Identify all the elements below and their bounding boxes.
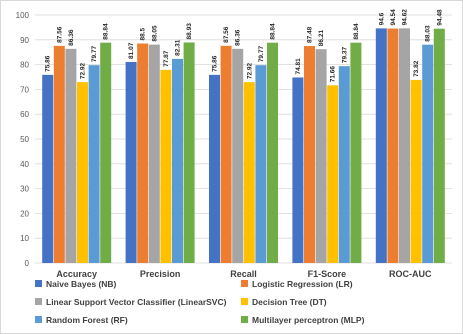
legend-label: Naive Bayes (NB): [46, 279, 117, 289]
legend-label: Logistic Regression (LR): [252, 279, 353, 289]
y-tick-label: 10: [20, 234, 29, 243]
legend-label: Multilayer perceptron (MLP): [252, 315, 365, 325]
data-label: 94.6: [378, 12, 385, 25]
bar: [209, 74, 220, 263]
bar: [267, 42, 278, 263]
y-tick-label: 20: [20, 209, 29, 218]
data-label: 94.54: [390, 9, 397, 26]
data-labels: 75.86 87.56 86.36 72.92 79.77 88.84 81.07 88.5 8…: [45, 9, 444, 83]
bar: [315, 49, 327, 263]
bar: [100, 42, 112, 263]
bar: [350, 42, 362, 263]
bar: [148, 44, 160, 263]
bar: [183, 42, 195, 263]
data-label: 71.66: [330, 66, 337, 83]
data-label: 86.36: [68, 29, 75, 46]
bar: [338, 66, 350, 263]
bar: [42, 74, 54, 263]
data-label: 77.87: [163, 50, 170, 67]
data-label: 81.07: [128, 42, 135, 59]
data-label: 88.93: [186, 23, 193, 40]
legend-swatch: [241, 280, 248, 287]
y-tick-label: 100: [16, 11, 30, 20]
bar: [160, 69, 172, 263]
data-label: 86.36: [235, 29, 242, 46]
legend-swatch: [35, 298, 42, 305]
bar: [255, 65, 267, 263]
data-label: 88.5: [140, 27, 147, 40]
bar: [433, 28, 445, 263]
bar: [53, 45, 65, 264]
legend-swatch: [35, 316, 42, 323]
data-label: 88.05: [151, 25, 158, 42]
x-category-label: Precision: [140, 269, 181, 279]
data-label: 79.37: [341, 47, 348, 64]
legend-swatch: [35, 280, 42, 287]
bar: [422, 44, 434, 263]
data-label: 94.62: [402, 9, 409, 26]
legend-label: Decision Tree (DT): [252, 297, 327, 307]
y-tick-label: 80: [20, 61, 29, 70]
legend-swatch: [241, 316, 248, 323]
y-tick-label: 0: [25, 259, 30, 268]
data-label: 88.84: [103, 23, 110, 40]
data-label: 88.84: [353, 23, 360, 40]
y-tick-label: 50: [20, 135, 29, 144]
bar: [88, 65, 100, 263]
data-label: 88.84: [270, 23, 277, 40]
bar: [125, 61, 137, 264]
bar: [77, 82, 88, 263]
y-axis-ticks: 0 10 20 30 40 50 60 70 80 90 100: [16, 11, 30, 268]
data-label: 87.48: [307, 26, 314, 43]
bar: [292, 77, 304, 264]
bar: [387, 28, 399, 263]
data-label: 82.31: [175, 39, 182, 56]
bar: [243, 82, 255, 263]
legend-label: Random Forest (RF): [46, 315, 128, 325]
bar: [327, 85, 339, 263]
data-label: 73.82: [413, 60, 420, 77]
data-label: 86.21: [318, 30, 325, 47]
data-label: 94.48: [436, 9, 443, 26]
bar: [399, 28, 410, 263]
bar: [65, 48, 77, 263]
data-label: 88.03: [425, 25, 432, 42]
data-label: 75.86: [212, 55, 219, 72]
y-tick-label: 60: [20, 110, 29, 119]
x-category-label: F1-Score: [308, 269, 347, 279]
data-label: 75.86: [45, 55, 52, 72]
bar: [410, 79, 422, 264]
legend: Naive Bayes (NB) Logistic Regression (LR)…: [35, 279, 365, 325]
data-label: 87.56: [56, 26, 63, 43]
bar: [304, 46, 315, 264]
bar: [232, 48, 244, 263]
data-label: 79.77: [258, 46, 265, 63]
data-label: 72.92: [246, 63, 253, 80]
y-tick-label: 70: [20, 85, 29, 94]
y-tick-label: 90: [20, 36, 29, 45]
bar: [375, 28, 387, 264]
x-category-label: ROC-AUC: [389, 269, 432, 279]
legend-label: Linear Support Vector Classifier (Linear…: [46, 297, 227, 307]
data-label: 72.92: [80, 63, 87, 80]
legend-swatch: [241, 298, 248, 305]
bar: [220, 45, 232, 264]
data-label: 87.56: [223, 26, 230, 43]
y-tick-label: 30: [20, 185, 29, 194]
x-category-label: Recall: [230, 269, 257, 279]
bars: [42, 28, 445, 264]
y-tick-label: 40: [20, 160, 29, 169]
data-label: 74.81: [295, 58, 302, 75]
x-axis-categories: Accuracy Precision Recall F1-Score ROC-AUC: [56, 269, 432, 279]
data-label: 79.77: [91, 46, 98, 63]
bar: [137, 43, 149, 263]
x-category-label: Accuracy: [56, 269, 97, 279]
bar: [172, 58, 183, 263]
